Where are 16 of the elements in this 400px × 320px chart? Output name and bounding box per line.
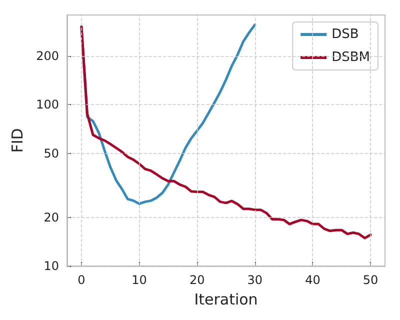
x-axis-title: Iteration (194, 290, 258, 308)
y-tick-label: 200 (36, 49, 59, 64)
y-tick-label: 100 (36, 98, 59, 112)
y-tick-label: 20 (44, 210, 59, 224)
legend-label: DSB (332, 27, 359, 42)
x-tick-label: 10 (132, 273, 147, 287)
y-tick-label: 10 (44, 259, 59, 273)
legend-label: DSBM (332, 50, 370, 65)
line-series (80, 25, 372, 240)
x-tick-label: 30 (247, 273, 263, 287)
x-tick-label: 20 (189, 273, 205, 287)
y-axis-title: FID (8, 128, 27, 153)
y-tick-label: 50 (44, 146, 59, 160)
x-tick-label: 40 (305, 273, 320, 287)
x-tick-label: 50 (362, 273, 378, 287)
x-tick-label: 0 (78, 273, 86, 287)
